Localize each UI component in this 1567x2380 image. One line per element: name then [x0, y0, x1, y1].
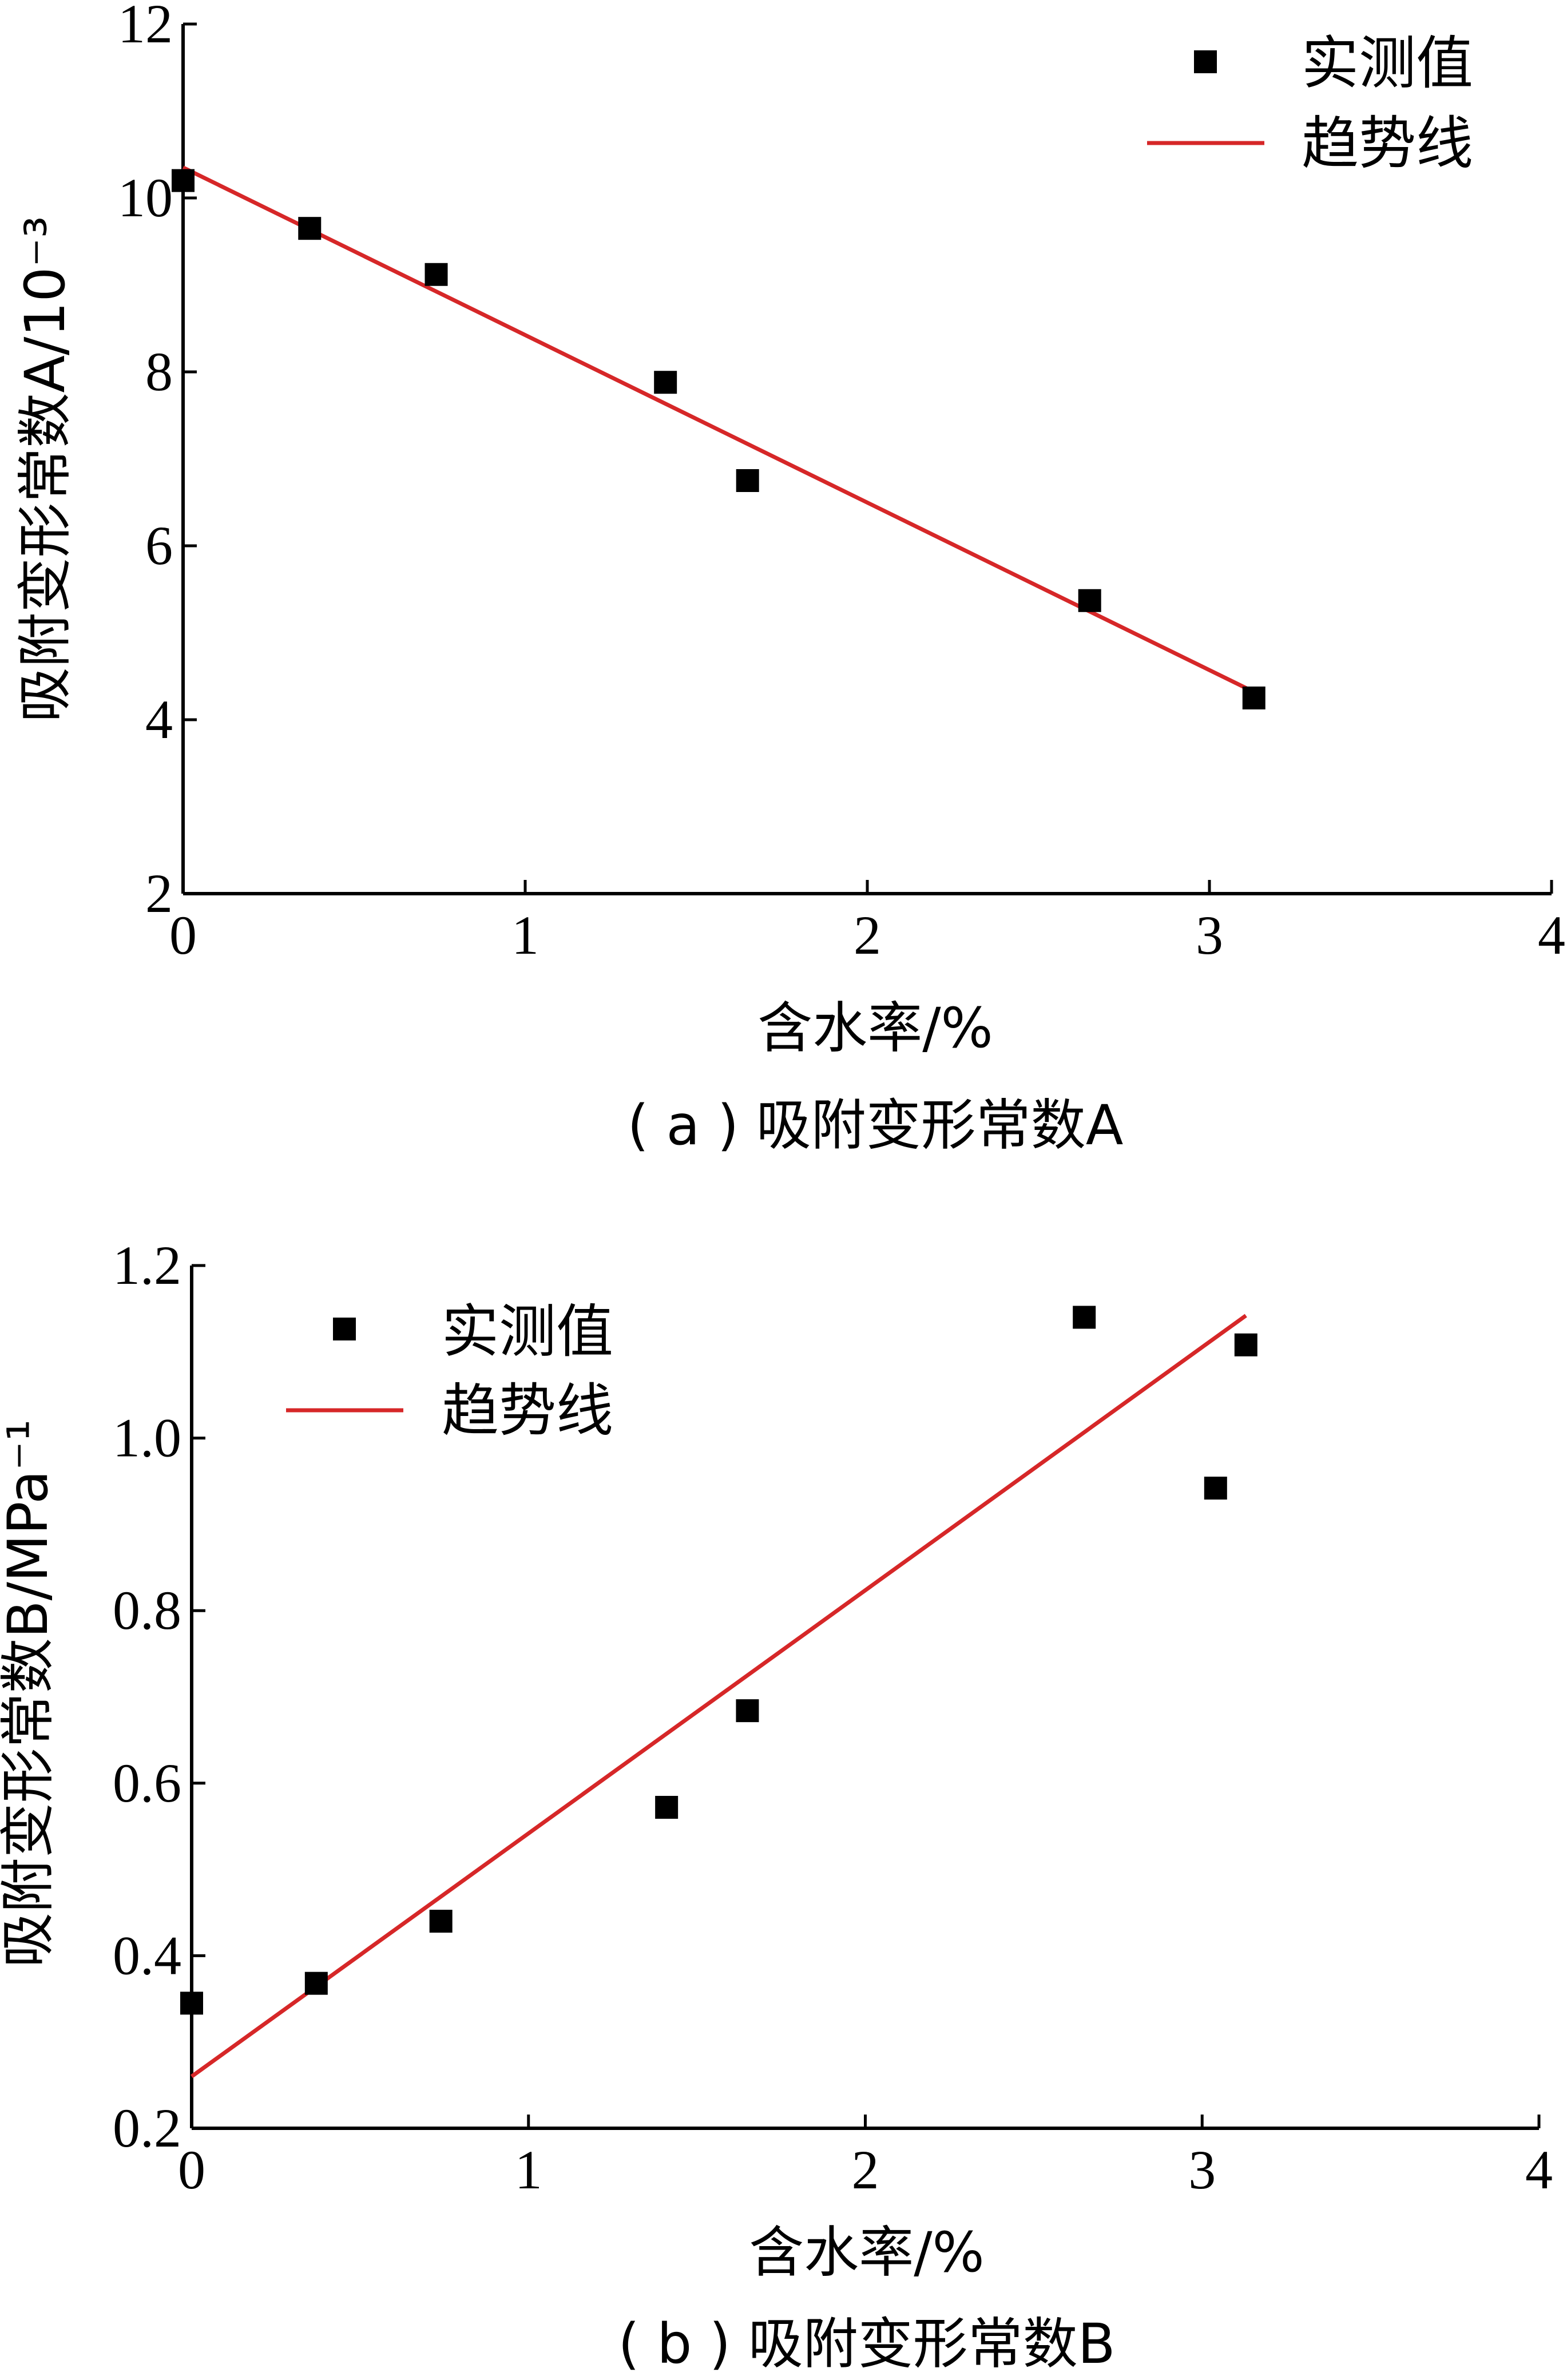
- data-point: [304, 1972, 328, 1995]
- caption-a: ( a ) 吸附变形常数A: [628, 1093, 1124, 1157]
- data-point: [172, 169, 195, 192]
- legend-label-trend-a: 趋势线: [1302, 110, 1473, 177]
- y-tick-label: 0.6: [113, 1752, 181, 1814]
- legend-a: 实测值 趋势线: [1147, 30, 1473, 177]
- y-axis-label-a: 吸附变形常数A/10⁻³: [13, 216, 77, 722]
- legend-marker-points-b: [333, 1318, 356, 1340]
- y-tick-label: 4: [145, 689, 173, 750]
- x-tick-label: 1: [511, 905, 539, 966]
- y-tick-label: 10: [118, 167, 173, 228]
- y-tick-label: 12: [118, 0, 173, 54]
- y-tick-label: 0.2: [113, 2097, 181, 2159]
- data-point: [1204, 1477, 1227, 1500]
- x-tick-label: 2: [852, 2139, 879, 2200]
- plot-area-b: [190, 1266, 1539, 2130]
- data-point: [654, 371, 677, 394]
- data-point: [736, 1699, 759, 1723]
- x-tick-label: 4: [1525, 2139, 1553, 2200]
- data-point: [425, 263, 448, 286]
- x-tick-label: 0: [178, 2139, 205, 2200]
- data-point: [1073, 1306, 1096, 1329]
- y-tick-label: 8: [145, 341, 173, 402]
- x-tick-label: 3: [1196, 905, 1223, 966]
- data-marks-a: [172, 165, 1265, 709]
- trend-line: [190, 1314, 1247, 2078]
- y-tick-label: 0.8: [113, 1580, 181, 1641]
- data-point: [736, 469, 759, 492]
- legend-b: 实测值 趋势线: [286, 1298, 613, 1444]
- x-tick-label: 2: [854, 905, 881, 966]
- x-tick-label: 3: [1188, 2139, 1216, 2200]
- y-axis-label-b: 吸附变形常数B/MPa⁻¹: [0, 1419, 60, 1968]
- x-axis-label-b: 含水率/%: [749, 2220, 985, 2284]
- x-axis-label-a: 含水率/%: [757, 996, 993, 1060]
- y-tick-label: 1.0: [113, 1407, 181, 1469]
- x-tick-label: 4: [1538, 905, 1565, 966]
- x-tick-label: 1: [515, 2139, 542, 2200]
- chart-panel-b: 0 1 2 3 4 0.2 0.4 0.6 0.8 1.0 1.2 实测值 趋势线 含水率/% 吸附…: [0, 1235, 1553, 2376]
- y-tick-label: 2: [145, 863, 173, 924]
- x-tick-label: 0: [169, 905, 197, 966]
- y-tick-label: 6: [145, 515, 173, 576]
- data-point: [429, 1910, 453, 1933]
- legend-label-points-a: 实测值: [1302, 30, 1473, 97]
- y-tick-label: 1.2: [113, 1235, 181, 1296]
- legend-label-points-b: 实测值: [442, 1298, 613, 1365]
- data-point: [298, 217, 322, 240]
- legend-label-trend-b: 趋势线: [442, 1377, 613, 1444]
- y-tick-label: 0.4: [113, 1925, 181, 1986]
- trend-line: [182, 165, 1255, 694]
- legend-marker-points-a: [1194, 50, 1217, 73]
- data-point: [1234, 1333, 1257, 1356]
- axis-ticks-b: 0 1 2 3 4 0.2 0.4 0.6 0.8 1.0 1.2: [113, 1235, 1553, 2200]
- data-marks-b: [180, 1306, 1257, 2078]
- caption-b: ( b ) 吸附变形常数B: [618, 2312, 1115, 2376]
- data-point: [1242, 687, 1265, 709]
- data-point: [1078, 589, 1101, 612]
- data-point: [180, 1992, 203, 2015]
- data-point: [655, 1796, 679, 1819]
